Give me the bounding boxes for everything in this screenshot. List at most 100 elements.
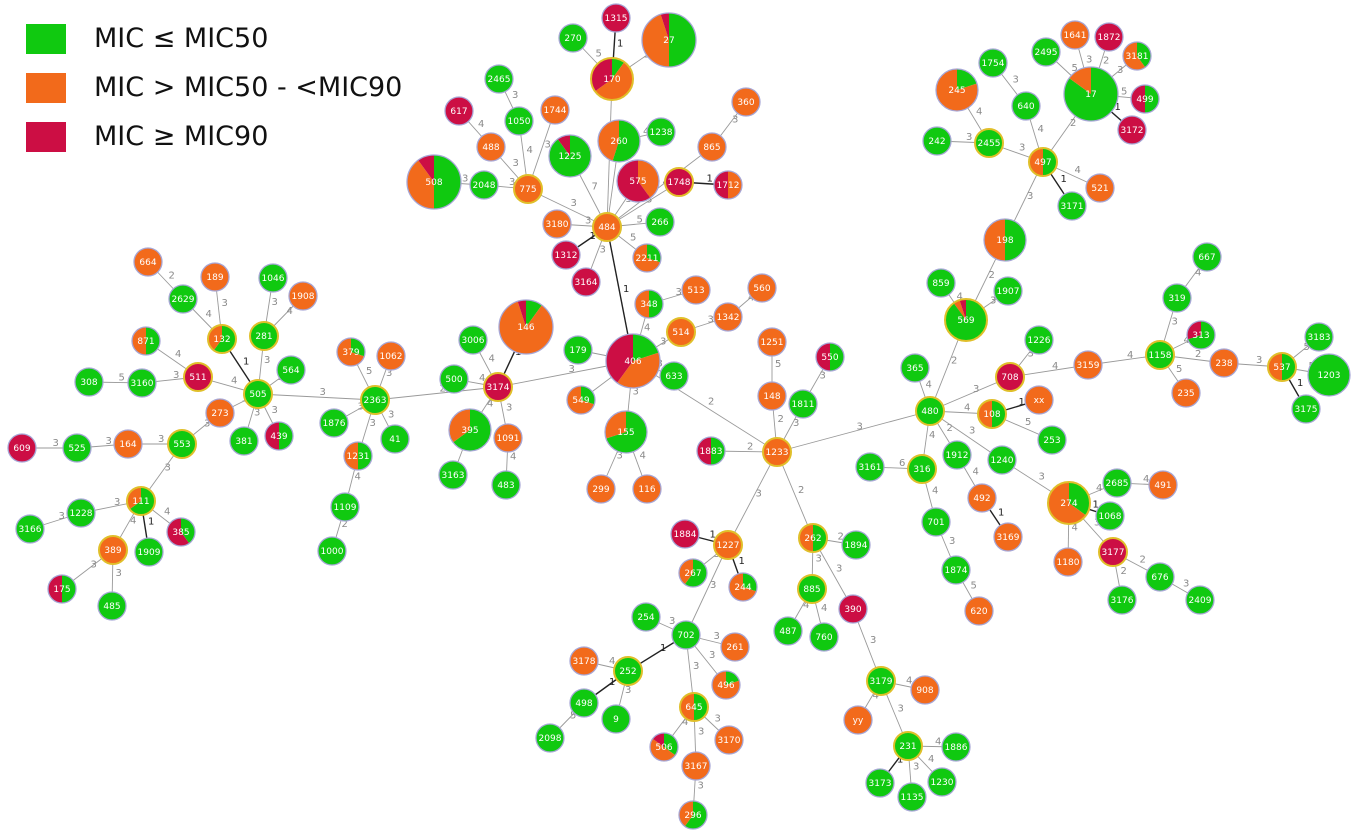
node-667[interactable]: 667 [1192, 242, 1222, 272]
node-514[interactable]: 514 [666, 317, 696, 347]
node-108[interactable]: 108 [977, 399, 1007, 429]
node-483[interactable]: 483 [491, 470, 521, 500]
node-395[interactable]: 395 [448, 408, 492, 452]
node-xx[interactable]: xx [1024, 385, 1054, 415]
node-640[interactable]: 640 [1011, 91, 1041, 121]
node-1907[interactable]: 1907 [993, 276, 1023, 306]
node-1135[interactable]: 1135 [897, 782, 927, 812]
node-132[interactable]: 132 [207, 324, 237, 354]
node-3006[interactable]: 3006 [458, 325, 488, 355]
node-498[interactable]: 498 [569, 688, 599, 718]
node-9[interactable]: 9 [601, 704, 631, 734]
node-521[interactable]: 521 [1085, 173, 1115, 203]
node-1886[interactable]: 1886 [941, 732, 971, 762]
node-3164[interactable]: 3164 [571, 267, 601, 297]
node-3173[interactable]: 3173 [865, 768, 895, 798]
node-497[interactable]: 497 [1028, 147, 1058, 177]
node-487[interactable]: 487 [773, 616, 803, 646]
node-238[interactable]: 238 [1209, 348, 1239, 378]
node-27[interactable]: 27 [641, 12, 697, 68]
node-3183[interactable]: 3183 [1304, 322, 1334, 352]
node-633[interactable]: 633 [659, 361, 689, 391]
node-379[interactable]: 379 [336, 337, 366, 367]
node-484[interactable]: 484 [592, 212, 622, 242]
node-3175[interactable]: 3175 [1291, 394, 1321, 424]
node-266[interactable]: 266 [645, 207, 675, 237]
node-1884[interactable]: 1884 [670, 519, 700, 549]
node-1894[interactable]: 1894 [841, 530, 871, 560]
node-116[interactable]: 116 [632, 474, 662, 504]
node-267[interactable]: 267 [678, 558, 708, 588]
node-2629[interactable]: 2629 [168, 284, 198, 314]
node-389[interactable]: 389 [98, 535, 128, 565]
node-617[interactable]: 617 [444, 96, 474, 126]
node-1312[interactable]: 1312 [551, 240, 581, 270]
node-3170[interactable]: 3170 [714, 725, 744, 755]
node-620[interactable]: 620 [964, 596, 994, 626]
node-2465[interactable]: 2465 [484, 64, 514, 94]
node-1109[interactable]: 1109 [330, 492, 360, 522]
node-1000[interactable]: 1000 [317, 536, 347, 566]
node-1158[interactable]: 1158 [1145, 340, 1175, 370]
node-3179[interactable]: 3179 [866, 666, 896, 696]
node-148[interactable]: 148 [757, 381, 787, 411]
node-3160[interactable]: 3160 [127, 368, 157, 398]
node-299[interactable]: 299 [586, 474, 616, 504]
node-170[interactable]: 170 [590, 57, 634, 101]
node-385[interactable]: 385 [166, 517, 196, 547]
node-253[interactable]: 253 [1037, 425, 1067, 455]
node-319[interactable]: 319 [1162, 283, 1192, 313]
node-2048[interactable]: 2048 [469, 170, 499, 200]
node-439[interactable]: 439 [264, 421, 294, 451]
node-3174[interactable]: 3174 [483, 372, 513, 402]
node-1876[interactable]: 1876 [319, 408, 349, 438]
node-1062[interactable]: 1062 [376, 341, 406, 371]
node-381[interactable]: 381 [229, 426, 259, 456]
node-1641[interactable]: 1641 [1060, 20, 1090, 50]
node-1238[interactable]: 1238 [646, 117, 676, 147]
node-609[interactable]: 609 [7, 433, 37, 463]
node-564[interactable]: 564 [276, 355, 306, 385]
node-3159[interactable]: 3159 [1073, 350, 1103, 380]
node-1744[interactable]: 1744 [540, 95, 570, 125]
node-499[interactable]: 499 [1130, 84, 1160, 114]
node-3161[interactable]: 3161 [855, 452, 885, 482]
node-859[interactable]: 859 [926, 268, 956, 298]
node-2363[interactable]: 2363 [360, 385, 390, 415]
node-645[interactable]: 645 [679, 692, 709, 722]
node-2495[interactable]: 2495 [1031, 37, 1061, 67]
node-3181[interactable]: 3181 [1122, 41, 1152, 71]
node-500[interactable]: 500 [439, 364, 469, 394]
node-508[interactable]: 508 [406, 154, 462, 210]
node-3180[interactable]: 3180 [542, 209, 572, 239]
node-1230[interactable]: 1230 [927, 767, 957, 797]
node-1233[interactable]: 1233 [762, 437, 792, 467]
node-1228[interactable]: 1228 [66, 498, 96, 528]
node-245[interactable]: 245 [935, 68, 979, 112]
node-17[interactable]: 17 [1063, 66, 1119, 122]
node-701[interactable]: 701 [921, 507, 951, 537]
node-676[interactable]: 676 [1145, 562, 1175, 592]
node-1883[interactable]: 1883 [696, 436, 726, 466]
node-146[interactable]: 146 [498, 299, 554, 355]
node-1342[interactable]: 1342 [713, 302, 743, 332]
node-1912[interactable]: 1912 [942, 440, 972, 470]
node-491[interactable]: 491 [1148, 470, 1178, 500]
node-175[interactable]: 175 [47, 574, 77, 604]
node-3172[interactable]: 3172 [1117, 115, 1147, 145]
node-537[interactable]: 537 [1267, 352, 1297, 382]
node-360[interactable]: 360 [731, 87, 761, 117]
node-1231[interactable]: 1231 [343, 441, 373, 471]
node-2409[interactable]: 2409 [1185, 585, 1215, 615]
node-480[interactable]: 480 [915, 396, 945, 426]
node-365[interactable]: 365 [900, 353, 930, 383]
node-553[interactable]: 553 [167, 429, 197, 459]
node-252[interactable]: 252 [613, 656, 643, 686]
node-760[interactable]: 760 [809, 622, 839, 652]
node-155[interactable]: 155 [604, 410, 648, 454]
node-274[interactable]: 274 [1047, 481, 1091, 525]
node-198[interactable]: 198 [983, 218, 1027, 262]
node-262[interactable]: 262 [798, 523, 828, 553]
node-3176[interactable]: 3176 [1107, 585, 1137, 615]
node-1240[interactable]: 1240 [987, 445, 1017, 475]
